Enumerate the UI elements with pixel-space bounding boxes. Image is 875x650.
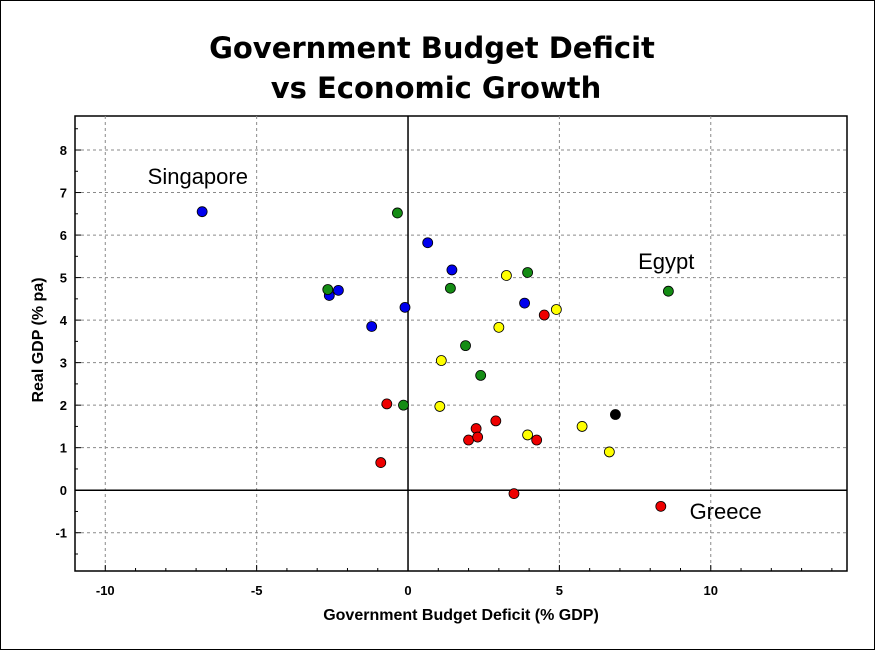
data-point bbox=[531, 434, 543, 446]
data-point bbox=[366, 321, 378, 332]
data-point bbox=[381, 398, 393, 410]
data-point bbox=[392, 207, 403, 219]
y-tick-label: 4 bbox=[60, 313, 68, 328]
data-point bbox=[522, 267, 534, 278]
x-tick-label: -5 bbox=[251, 583, 263, 598]
point-annotation: Singapore bbox=[148, 164, 248, 189]
data-point bbox=[422, 237, 434, 249]
data-point bbox=[332, 284, 344, 296]
data-point bbox=[655, 500, 667, 512]
y-tick-label: 6 bbox=[60, 228, 67, 243]
data-point bbox=[196, 206, 208, 218]
point-annotation: Greece bbox=[690, 499, 762, 524]
data-point bbox=[446, 264, 458, 276]
y-tick-label: 2 bbox=[60, 398, 67, 413]
y-tick-label: -1 bbox=[55, 526, 67, 541]
data-point bbox=[610, 409, 621, 420]
data-point bbox=[603, 446, 615, 458]
x-tick-label: 5 bbox=[556, 583, 563, 598]
y-tick-label: 1 bbox=[60, 441, 67, 456]
data-point bbox=[435, 355, 447, 366]
chart-title-line-2: vs Economic Growth bbox=[271, 71, 602, 105]
y-tick-label: 3 bbox=[60, 356, 67, 371]
data-point bbox=[662, 285, 674, 297]
point-annotation: Egypt bbox=[638, 249, 694, 274]
data-point bbox=[538, 309, 550, 321]
data-point bbox=[399, 301, 411, 313]
x-axis-label: Government Budget Deficit (% GDP) bbox=[323, 607, 599, 624]
data-point bbox=[550, 304, 562, 315]
data-point bbox=[398, 399, 409, 411]
y-tick-label: 0 bbox=[60, 483, 67, 498]
data-point bbox=[460, 340, 471, 352]
data-point bbox=[490, 415, 502, 427]
data-point bbox=[463, 434, 474, 446]
data-point bbox=[375, 457, 387, 468]
y-tick-label: 8 bbox=[60, 143, 67, 158]
data-point bbox=[519, 297, 530, 309]
data-point bbox=[522, 429, 534, 441]
x-tick-label: 10 bbox=[704, 583, 718, 598]
data-point bbox=[434, 401, 446, 412]
y-axis-label: Real GDP (% pa) bbox=[30, 277, 47, 402]
y-tick-label: 7 bbox=[60, 186, 67, 201]
y-tick-label: 5 bbox=[60, 271, 67, 286]
chart-title-line-1: Government Budget Deficit bbox=[209, 31, 655, 65]
data-point bbox=[322, 284, 334, 295]
x-tick-label: -10 bbox=[96, 583, 115, 598]
data-point bbox=[472, 431, 484, 443]
data-point bbox=[445, 282, 456, 294]
data-point bbox=[576, 421, 588, 432]
data-point bbox=[475, 369, 487, 381]
data-point bbox=[508, 488, 520, 500]
data-point bbox=[493, 321, 505, 333]
x-tick-label: 0 bbox=[404, 583, 411, 598]
data-point bbox=[501, 270, 512, 281]
